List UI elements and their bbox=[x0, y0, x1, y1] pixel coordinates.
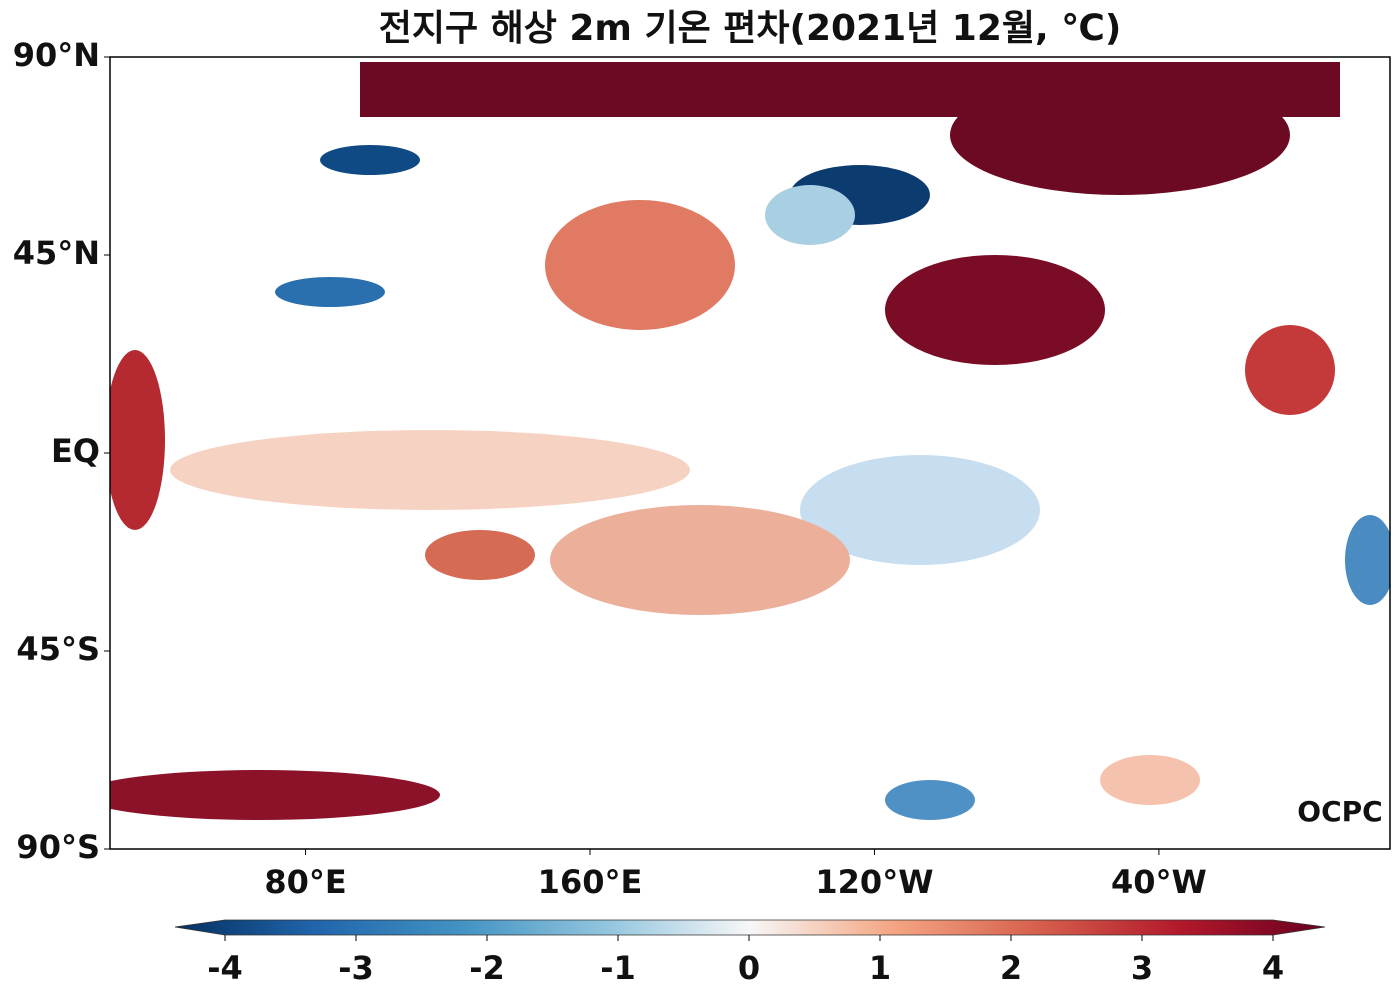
colorbar-tick-label: 0 bbox=[738, 949, 760, 987]
lon-tick-label: 160°E bbox=[538, 863, 643, 901]
title: 전지구 해상 2m 기온 편차(2021년 12월, ℃) bbox=[379, 8, 1122, 49]
lat-tick-label: 90°N bbox=[13, 36, 100, 74]
colorbar bbox=[174, 919, 1326, 936]
anomaly-patch bbox=[1100, 755, 1200, 805]
anomaly-patch bbox=[170, 430, 690, 510]
colorbar-tick-label: 3 bbox=[1131, 949, 1153, 987]
anomaly-patch bbox=[1245, 325, 1335, 415]
colorbar-tick-label: 2 bbox=[1000, 949, 1022, 987]
colorbar-tick-label: 4 bbox=[1262, 949, 1284, 987]
lon-tick-label: 120°W bbox=[815, 863, 933, 901]
anomaly-patch bbox=[275, 277, 385, 307]
lat-tick-label: EQ bbox=[51, 432, 100, 470]
anomaly-patch bbox=[320, 145, 420, 175]
anomaly-patch bbox=[110, 350, 165, 530]
anomaly-patch bbox=[800, 455, 1040, 565]
watermark: OCPC bbox=[1297, 795, 1382, 828]
anomaly-patch bbox=[425, 530, 535, 580]
anomaly-patch bbox=[950, 75, 1290, 195]
colorbar-tick-label: -4 bbox=[207, 949, 243, 987]
anomaly-patch bbox=[765, 185, 855, 245]
colorbar-tick-label: -3 bbox=[338, 949, 374, 987]
anomaly-patch bbox=[110, 770, 440, 820]
anomaly-patch bbox=[885, 780, 975, 820]
colorbar-tick-label: -1 bbox=[600, 949, 636, 987]
colorbar-tick-label: 1 bbox=[869, 949, 891, 987]
lat-tick-label: 45°N bbox=[13, 234, 100, 272]
lon-tick-label: 80°E bbox=[264, 863, 346, 901]
anomaly-patch bbox=[545, 200, 735, 330]
anomaly-patch bbox=[885, 255, 1105, 365]
anomaly-field bbox=[110, 62, 1390, 820]
colorbar-tick-label: -2 bbox=[469, 949, 505, 987]
anomaly-patch bbox=[1345, 515, 1390, 605]
anomaly-patch bbox=[550, 505, 850, 615]
lat-tick-label: 90°S bbox=[16, 828, 100, 866]
lat-tick-label: 45°S bbox=[16, 630, 100, 668]
lon-tick-label: 40°W bbox=[1111, 863, 1207, 901]
